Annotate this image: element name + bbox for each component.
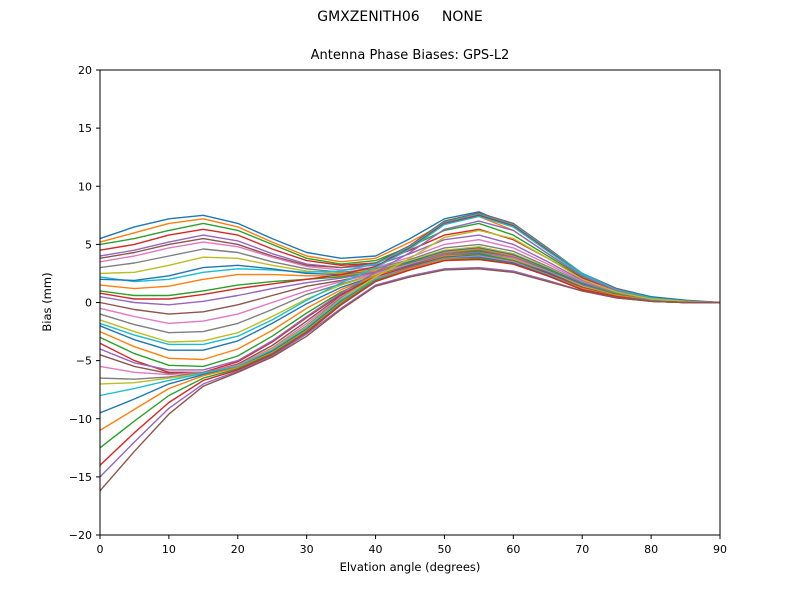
y-tick-label: −5 [76,355,92,368]
series-line [99,268,720,492]
y-tick-label: 20 [78,64,92,77]
x-tick-label: 60 [506,543,520,556]
x-tick-label: 80 [644,543,658,556]
y-tick-label: −20 [69,529,92,542]
series-line [99,256,720,414]
y-tick-label: −15 [69,471,92,484]
x-tick-label: 30 [300,543,314,556]
y-tick-label: 15 [78,122,92,135]
y-tick-label: 0 [85,297,92,310]
figure-suptitle: GMXZENITH06 NONE [317,9,483,25]
x-tick-label: 40 [369,543,383,556]
series-line [99,249,720,304]
series-line [99,258,720,466]
axes-title: Antenna Phase Biases: GPS-L2 [310,48,510,63]
x-tick-label: 10 [162,543,176,556]
series-line [99,255,720,375]
y-tick-label: −10 [69,413,92,426]
series-line [99,255,720,373]
series-line [99,215,721,346]
series-line [99,212,721,304]
y-tick-label: 10 [78,180,92,193]
x-tick-label: 90 [713,543,727,556]
x-tick-label: 0 [97,543,104,556]
series-line [99,243,721,304]
x-tick-label: 70 [575,543,589,556]
x-axis-label: Elvation angle (degrees) [339,560,481,574]
series-line [99,220,721,371]
x-tick-label: 50 [437,543,451,556]
x-tick-label: 20 [231,543,245,556]
y-tick-label: 5 [85,238,92,251]
y-axis-label: Bias (mm) [40,272,54,332]
series-line [99,257,720,449]
